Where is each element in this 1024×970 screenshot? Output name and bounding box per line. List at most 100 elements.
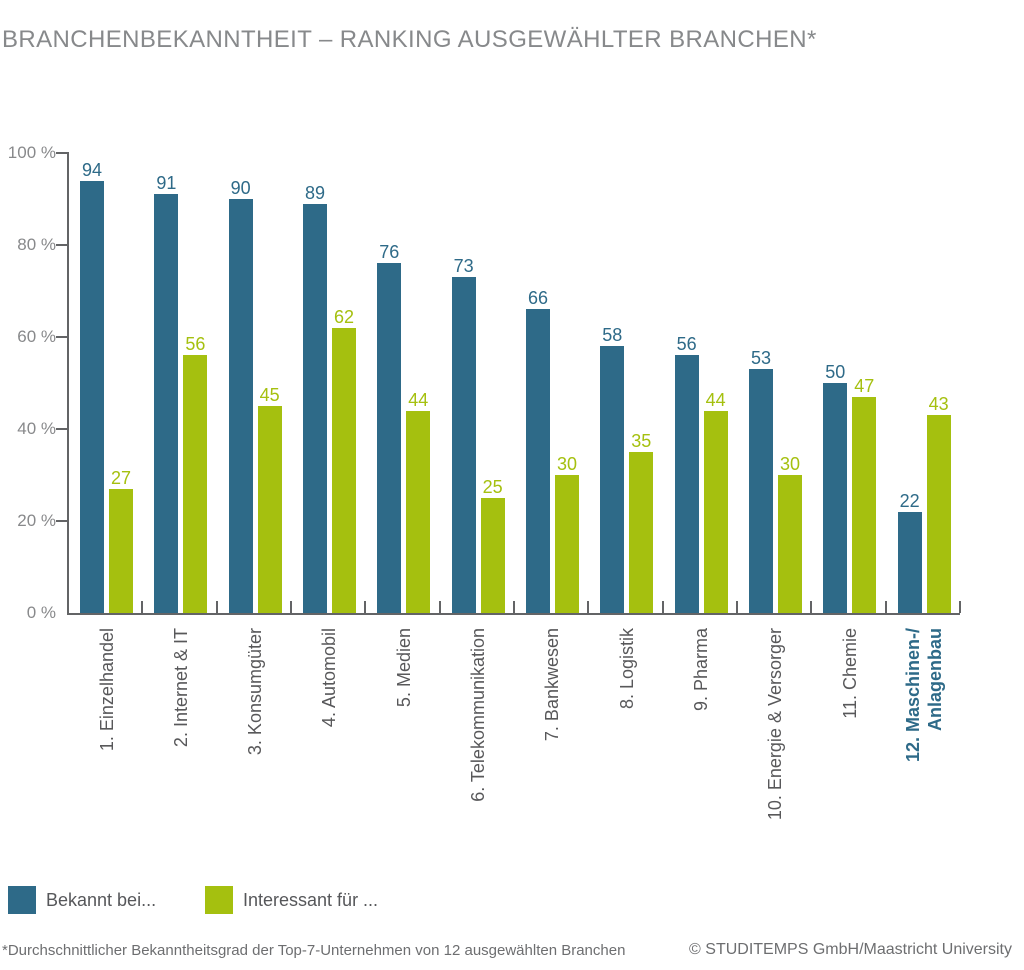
bar-value-label: 89	[304, 182, 325, 203]
x-axis-tick	[735, 601, 738, 613]
bar-value-label: 27	[110, 467, 132, 488]
bar-interessant	[331, 327, 356, 613]
bar-bekannt	[674, 355, 699, 613]
y-axis	[67, 152, 69, 615]
bar-interessant	[777, 475, 802, 613]
bar-bekannt	[897, 511, 922, 613]
bar-value-label: 73	[453, 256, 474, 277]
x-axis-tick	[810, 601, 813, 613]
bar-bekannt	[525, 309, 550, 613]
legend-item-interessant: Interessant für ...	[205, 886, 378, 914]
legend-swatch-interessant	[205, 886, 233, 914]
bar-interessant	[629, 452, 654, 613]
x-axis-label-line: 3. Konsumgüter	[245, 628, 266, 756]
x-axis-label: 4. Automobil	[318, 628, 340, 888]
y-axis-label: 40 %	[17, 419, 56, 438]
bar-chart: 100 % 80 % 60 % 40 % 20 % 0 % 94 27 1. Einzelhan…	[7, 143, 961, 820]
x-axis-tick	[958, 601, 961, 613]
bar-value-label: 44	[408, 389, 429, 410]
bar-interessant	[480, 498, 505, 613]
bar-value-label: 45	[259, 385, 280, 405]
legend-swatch-bekannt	[8, 886, 36, 914]
x-axis-label: 12. Maschinen-/Anlagenbau	[902, 628, 946, 888]
x-axis-label: 3. Konsumgüter	[244, 628, 266, 888]
bar-value-label: 76	[379, 242, 400, 263]
x-axis-label: 6. Telekommunikation	[467, 628, 489, 888]
y-axis-label: 100 %	[7, 143, 56, 162]
bar-value-label: 91	[156, 173, 177, 194]
x-axis	[67, 613, 960, 615]
copyright: © STUDITEMPS GmbH/Maastricht University	[689, 941, 1012, 958]
y-axis-label: 60 %	[17, 327, 56, 346]
bar-bekannt	[600, 346, 625, 613]
x-axis-label: 11. Chemie	[839, 628, 861, 888]
y-axis-label: 80 %	[17, 235, 56, 254]
legend-item-bekannt: Bekannt bei...	[8, 886, 156, 914]
bar-bekannt	[80, 180, 104, 613]
bar-bekannt	[302, 203, 327, 613]
y-axis-tick	[56, 336, 68, 338]
bar-value-label: 56	[676, 334, 697, 355]
y-axis-tick	[56, 428, 68, 430]
legend-label-interessant: Interessant für ...	[243, 890, 379, 910]
bar-bekannt	[451, 277, 476, 613]
bar-value-label: 66	[527, 288, 548, 309]
bar-interessant	[406, 410, 431, 613]
legend-label-bekannt: Bekannt bei...	[46, 890, 157, 910]
bar-interessant	[852, 396, 877, 613]
bar-value-label: 58	[602, 325, 623, 346]
bar-value-label: 56	[185, 334, 206, 355]
x-axis-label-line: 10. Energie & Versorger	[765, 628, 786, 821]
x-axis-tick	[289, 601, 292, 613]
x-axis-label: 8. Logistik	[616, 628, 638, 888]
x-axis-tick	[141, 601, 144, 613]
x-axis-label-line: 9. Pharma	[691, 628, 712, 712]
x-axis-label-line: 4. Automobil	[319, 628, 340, 728]
x-axis-tick	[512, 601, 515, 613]
x-axis-label: 5. Medien	[393, 628, 415, 888]
bar-value-label: 47	[854, 375, 875, 396]
bar-value-label: 22	[899, 490, 920, 511]
bar-interessant	[703, 410, 728, 613]
x-axis-label: 10. Energie & Versorger	[764, 628, 786, 888]
bar-value-label: 50	[825, 362, 846, 382]
x-axis-tick	[364, 601, 367, 613]
x-axis-tick	[215, 601, 218, 613]
bar-bekannt	[154, 194, 179, 613]
x-axis-label-line: 6. Telekommunikation	[468, 628, 489, 802]
x-axis-label: 7. Bankwesen	[541, 628, 563, 888]
x-axis-label-line: 7. Bankwesen	[542, 628, 563, 742]
bar-value-label: 94	[81, 159, 103, 180]
x-axis-label: 1. Einzelhandel	[96, 628, 118, 888]
bar-interessant	[109, 488, 133, 613]
bar-bekannt	[748, 369, 773, 613]
x-axis-label: 9. Pharma	[690, 628, 712, 888]
bar-interessant	[183, 355, 208, 613]
bar-bekannt	[377, 263, 402, 613]
bar-value-label: 90	[230, 178, 251, 198]
bar-interessant	[926, 415, 951, 613]
chart-title: BRANCHENBEKANNTHEIT – RANKING AUSGEWÄHLT…	[2, 26, 817, 53]
y-axis-tick	[56, 152, 68, 154]
y-axis-label: 20 %	[17, 511, 56, 530]
bar-value-label: 35	[631, 431, 652, 451]
bar-value-label: 30	[556, 454, 577, 474]
footnote: *Durchschnittlicher Bekanntheitsgrad der…	[2, 942, 626, 959]
x-axis-label-line: 12. Maschinen-/	[903, 628, 924, 763]
x-axis-tick	[884, 601, 887, 613]
y-axis-label: 0 %	[26, 603, 56, 622]
bar-value-label: 30	[779, 454, 800, 474]
bar-value-label: 53	[750, 348, 771, 369]
bar-interessant	[257, 406, 282, 613]
x-axis-label-line: Anlagenbau	[925, 628, 946, 732]
x-axis-label-line: 8. Logistik	[616, 628, 637, 710]
bar-value-label: 43	[928, 394, 949, 415]
bar-value-label: 44	[705, 389, 726, 410]
x-axis-tick	[587, 601, 590, 613]
x-axis-label: 2. Internet & IT	[170, 628, 192, 888]
x-axis-label-line: 11. Chemie	[839, 628, 860, 719]
x-axis-label-line: 5. Medien	[393, 628, 414, 708]
x-axis-tick	[661, 601, 664, 613]
x-axis-tick	[438, 601, 441, 613]
